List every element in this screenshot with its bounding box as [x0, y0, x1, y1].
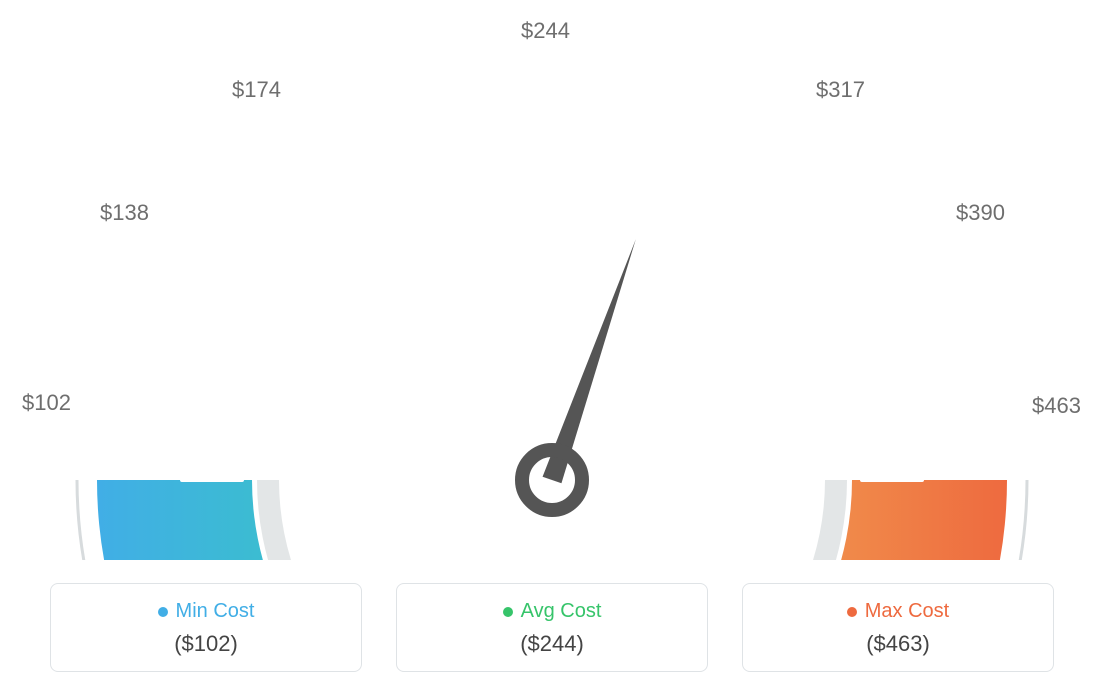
legend-card-max: Max Cost ($463)	[742, 583, 1054, 672]
gauge-tick-label: $138	[100, 200, 149, 226]
legend-card-min: Min Cost ($102)	[50, 583, 362, 672]
legend-dot-max	[847, 607, 857, 617]
gauge-tick-label: $390	[956, 200, 1005, 226]
legend-label-max: Max Cost	[865, 600, 949, 623]
gauge-tick-label: $244	[521, 18, 570, 44]
gauge-tick-label: $463	[1032, 393, 1081, 419]
legend-label-min: Min Cost	[176, 600, 255, 623]
legend-label-avg: Avg Cost	[521, 600, 602, 623]
legend-value-avg: ($244)	[407, 631, 697, 657]
legend-dot-min	[158, 607, 168, 617]
legend-dot-avg	[503, 607, 513, 617]
legend-value-min: ($102)	[61, 631, 351, 657]
cost-gauge	[0, 0, 1104, 560]
legend-card-avg: Avg Cost ($244)	[396, 583, 708, 672]
gauge-tick-label: $174	[232, 77, 281, 103]
legend-row: Min Cost ($102) Avg Cost ($244) Max Cost…	[0, 583, 1104, 672]
gauge-tick-label: $102	[22, 390, 71, 416]
gauge-tick-label: $317	[816, 77, 865, 103]
legend-value-max: ($463)	[753, 631, 1043, 657]
